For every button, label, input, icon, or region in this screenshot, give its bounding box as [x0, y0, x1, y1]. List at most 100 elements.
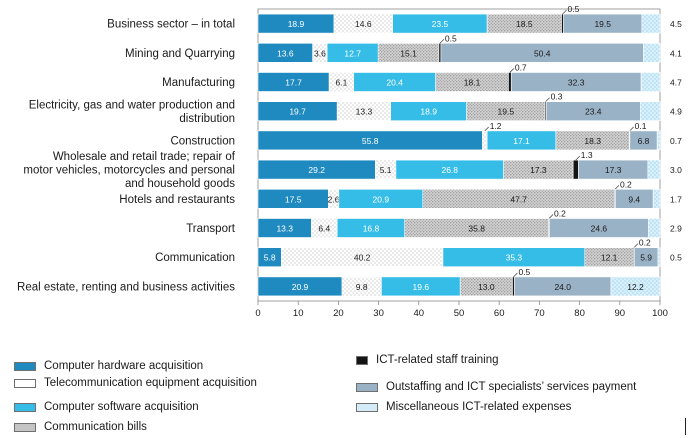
bar-segment [648, 218, 661, 238]
legend-label-telecom-equipment: Telecommunication equipment acquisition [44, 377, 257, 389]
legend-swatch-communication-bills [14, 422, 36, 432]
legend-swatch-staff-training [356, 355, 368, 365]
data-label: 1.2 [490, 121, 502, 131]
x-tick-label: 100 [652, 308, 668, 319]
data-label: 9.8 [356, 282, 368, 292]
x-tick-label: 40 [414, 308, 425, 319]
data-label: 23.4 [585, 107, 602, 117]
data-label: 20.9 [292, 282, 309, 292]
bar-segment [652, 189, 661, 209]
data-label: 4.7 [670, 78, 682, 88]
data-label: 17.3 [530, 165, 547, 175]
data-label: 4.9 [670, 107, 682, 117]
data-label: 14.6 [355, 19, 372, 29]
data-label: 6.4 [318, 224, 330, 234]
legend-item-software: Computer software acquisition [14, 401, 199, 413]
data-label: 24.0 [554, 282, 571, 292]
data-label: 5.1 [380, 165, 392, 175]
leader-line [513, 272, 518, 278]
data-label: 12.1 [601, 253, 618, 263]
data-label: 50.4 [534, 48, 551, 58]
legend-label-software: Computer software acquisition [44, 401, 199, 413]
category-label: Real estate, renting and business activi… [17, 281, 235, 293]
data-label: 1.7 [670, 194, 682, 204]
category-label: and household goods [125, 178, 235, 190]
data-label: 3.6 [314, 48, 326, 58]
data-label: 17.3 [605, 165, 622, 175]
bar-segment [512, 276, 515, 297]
data-label: 5.8 [264, 253, 276, 263]
legend-label-outstaffing: Outstaffing and ICT specialists’ service… [386, 381, 637, 393]
data-label: 18.5 [516, 19, 533, 29]
x-tick-label: 60 [494, 308, 505, 319]
data-label: 0.3 [551, 92, 563, 102]
leader-line [545, 97, 550, 102]
data-label: 0.7 [670, 136, 682, 146]
data-label: 0.7 [515, 63, 527, 73]
legend-label-hardware: Computer hardware acquisition [44, 360, 204, 372]
bar-segment [482, 130, 488, 151]
leader-line [629, 126, 634, 132]
category-label: Mining and Quarrying [125, 48, 235, 60]
data-label: 6.8 [638, 136, 650, 146]
legend-swatch-miscellaneous [356, 402, 378, 412]
legend-swatch-outstaffing [356, 382, 378, 392]
data-label: 0.2 [554, 209, 566, 219]
bar-segment [656, 130, 661, 151]
data-label: 0.5 [445, 33, 457, 43]
category-label: Business sector – in total [107, 19, 235, 31]
data-label: 13.0 [478, 282, 495, 292]
data-label: 13.3 [356, 107, 373, 117]
legend-swatch-telecom-equipment [14, 378, 36, 388]
legend-item-communication-bills: Communication bills [14, 421, 147, 433]
data-label: 3.0 [670, 165, 682, 175]
bar-segment [610, 276, 661, 297]
data-label: 0.2 [620, 179, 632, 189]
data-label: 13.6 [277, 48, 294, 58]
legend-item-outstaffing: Outstaffing and ICT specialists’ service… [356, 381, 636, 393]
x-tick-label: 30 [373, 308, 384, 319]
legend-swatch-software [14, 402, 36, 412]
data-label: 5.9 [640, 253, 652, 263]
bar-segment [508, 72, 512, 92]
leader-line [439, 39, 445, 44]
data-label: 6.1 [336, 78, 348, 88]
bar-segment [640, 101, 661, 121]
data-label: 47.7 [510, 194, 527, 204]
data-label: 20.4 [386, 78, 403, 88]
x-tick-label: 90 [615, 308, 626, 319]
bar-segment [640, 72, 661, 92]
bar-segment [641, 13, 661, 34]
bar-segment [647, 159, 661, 180]
category-label: Hotels and restaurants [119, 194, 235, 206]
data-label: 1.3 [581, 150, 593, 160]
bar-segment [643, 42, 661, 63]
category-label: Electricity, gas and water production an… [29, 99, 235, 111]
x-tick-label: 10 [293, 308, 304, 319]
data-label: 19.7 [289, 107, 306, 117]
data-label: 29.2 [308, 165, 325, 175]
data-label: 26.8 [441, 165, 458, 175]
category-label: distribution [179, 113, 235, 125]
leader-line [509, 68, 515, 73]
plot-area: 0 10 20 30 40 50 60 70 80 90 100 Business sector – … [17, 4, 682, 319]
data-label: 2.6 [328, 194, 340, 204]
legend-item-telecom-equipment: Telecommunication equipment acquisition [14, 377, 257, 389]
leader-line [575, 155, 580, 161]
x-tick-label: 0 [255, 308, 260, 319]
data-label: 18.1 [464, 78, 481, 88]
data-label: 35.8 [468, 224, 485, 234]
data-label: 9.4 [628, 194, 640, 204]
leader-line [548, 214, 554, 219]
data-label: 0.5 [518, 267, 530, 277]
page-edge-mark [685, 418, 686, 435]
data-label: 17.5 [285, 194, 302, 204]
data-label: 0.2 [639, 238, 651, 248]
legend-label-miscellaneous: Miscellaneous ICT-related expenses [386, 401, 572, 413]
data-label: 40.2 [354, 253, 371, 263]
leader-line [633, 243, 639, 248]
bar-segment [657, 247, 661, 267]
data-label: 19.6 [413, 282, 430, 292]
data-label: 24.6 [591, 224, 608, 234]
